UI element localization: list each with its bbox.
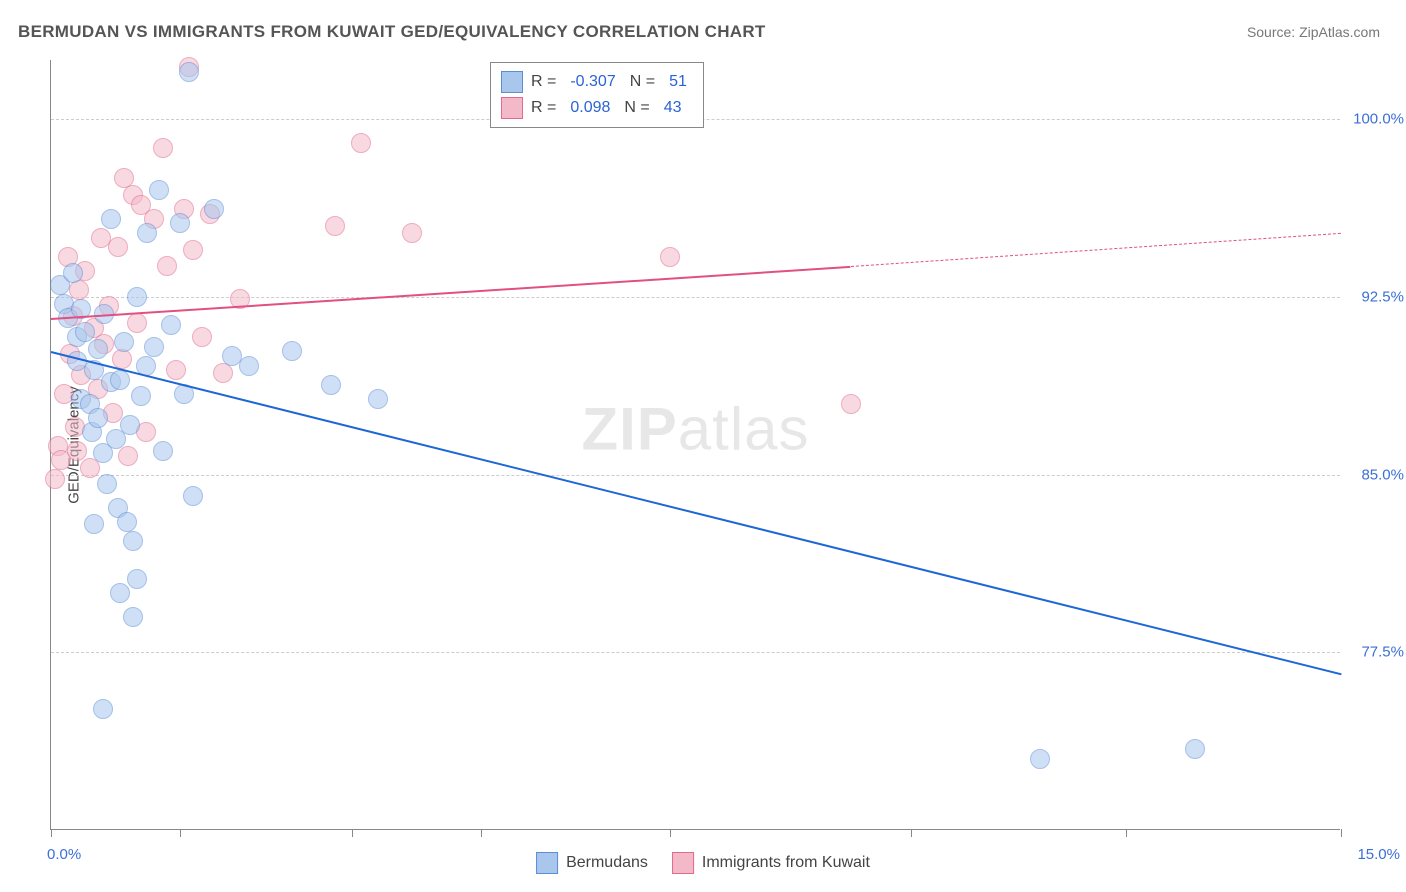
x-tick <box>911 829 912 837</box>
bermudans-point <box>120 415 140 435</box>
gridline <box>51 475 1340 476</box>
bermudans-point <box>117 512 137 532</box>
x-axis-label-right: 15.0% <box>1357 846 1400 863</box>
r-label: R = <box>531 99 556 117</box>
kuwait-point <box>402 223 422 243</box>
source-label: Source: ZipAtlas.com <box>1247 24 1380 40</box>
kuwait-point <box>660 247 680 267</box>
correlation-row: R = -0.307 N = 51 <box>501 69 693 95</box>
kuwait-point <box>67 441 87 461</box>
n-label: N = <box>630 73 655 91</box>
bermudans-point <box>204 199 224 219</box>
legend-label: Immigrants from Kuwait <box>702 854 870 872</box>
bermudans-point <box>63 263 83 283</box>
bermudans-point <box>1030 749 1050 769</box>
kuwait-point <box>45 469 65 489</box>
correlation-row: R = 0.098 N = 43 <box>501 95 693 121</box>
n-label: N = <box>624 99 649 117</box>
bermudans-point <box>127 569 147 589</box>
bottom-legend: Bermudans Immigrants from Kuwait <box>536 852 870 874</box>
y-tick-label: 100.0% <box>1353 111 1404 128</box>
plot-area: GED/Equivalency ZIPatlas 77.5%85.0%92.5%… <box>50 60 1340 830</box>
x-axis-label-left: 0.0% <box>47 846 81 863</box>
bermudans-point <box>131 386 151 406</box>
bermudans-point <box>1185 739 1205 759</box>
legend-item: Immigrants from Kuwait <box>672 852 870 874</box>
r-value: 0.098 <box>570 99 610 117</box>
n-value: 43 <box>664 99 682 117</box>
kuwait-point <box>183 240 203 260</box>
bermudans-point <box>123 531 143 551</box>
bermudans-point <box>137 223 157 243</box>
bermudans-point <box>170 213 190 233</box>
gridline <box>51 652 1340 653</box>
kuwait-point <box>108 237 128 257</box>
bermudans-point <box>93 699 113 719</box>
y-tick-label: 85.0% <box>1361 466 1404 483</box>
y-tick-label: 92.5% <box>1361 288 1404 305</box>
bermudans-point <box>88 339 108 359</box>
bermudans-point <box>88 408 108 428</box>
legend-swatch <box>501 97 523 119</box>
watermark-rest: atlas <box>678 396 810 463</box>
legend-swatch <box>672 852 694 874</box>
bermudans-point <box>153 441 173 461</box>
bermudans-point <box>149 180 169 200</box>
kuwait-point <box>157 256 177 276</box>
x-tick <box>670 829 671 837</box>
bermudans-point <box>101 209 121 229</box>
legend-swatch <box>501 71 523 93</box>
bermudans-point <box>179 62 199 82</box>
bermudans-point <box>127 287 147 307</box>
bermudans-point <box>110 583 130 603</box>
bermudans-point <box>282 341 302 361</box>
x-tick <box>51 829 52 837</box>
n-value: 51 <box>669 73 687 91</box>
bermudans-point <box>123 607 143 627</box>
kuwait-point <box>192 327 212 347</box>
bermudans-point <box>183 486 203 506</box>
y-tick-label: 77.5% <box>1361 644 1404 661</box>
watermark-bold: ZIP <box>581 396 677 463</box>
r-label: R = <box>531 73 556 91</box>
kuwait-point <box>153 138 173 158</box>
correlation-box: R = -0.307 N = 51 R = 0.098 N = 43 <box>490 62 704 128</box>
chart-title: BERMUDAN VS IMMIGRANTS FROM KUWAIT GED/E… <box>18 22 766 42</box>
bermudans-point <box>110 370 130 390</box>
legend-swatch <box>536 852 558 874</box>
bermudans-point <box>114 332 134 352</box>
legend-label: Bermudans <box>566 854 648 872</box>
x-tick <box>1341 829 1342 837</box>
bermudans-point <box>239 356 259 376</box>
bermudans-point <box>144 337 164 357</box>
x-tick <box>1126 829 1127 837</box>
kuwait-point <box>325 216 345 236</box>
x-tick <box>180 829 181 837</box>
kuwait-point <box>118 446 138 466</box>
x-tick <box>352 829 353 837</box>
kuwait-trendline-dash <box>851 233 1341 267</box>
bermudans-point <box>161 315 181 335</box>
bermudans-point <box>368 389 388 409</box>
bermudans-point <box>321 375 341 395</box>
kuwait-point <box>351 133 371 153</box>
watermark: ZIPatlas <box>581 395 809 464</box>
bermudans-point <box>84 514 104 534</box>
r-value: -0.307 <box>570 73 615 91</box>
kuwait-point <box>841 394 861 414</box>
kuwait-point <box>127 313 147 333</box>
bermudans-point <box>97 474 117 494</box>
legend-item: Bermudans <box>536 852 648 874</box>
bermudans-trendline <box>51 351 1341 675</box>
kuwait-point <box>166 360 186 380</box>
x-tick <box>481 829 482 837</box>
